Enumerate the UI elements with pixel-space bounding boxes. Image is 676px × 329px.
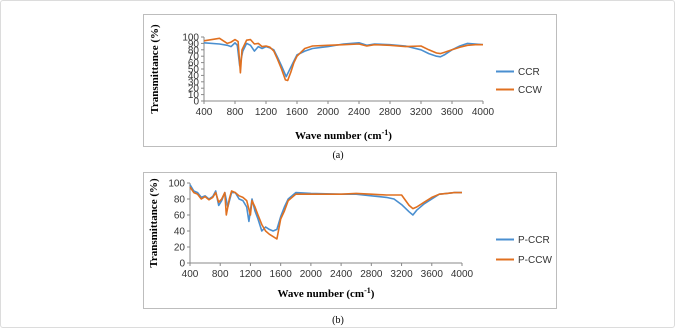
legend-label-ccw: CCW [518,85,542,96]
x-tick-label-b-2: 1200 [239,269,262,280]
x-tick-label-a-1: 800 [227,107,244,118]
x-tick-label-a-8: 3600 [441,107,464,118]
y-axis-title-a: Transmittance (%) [149,24,161,114]
x-axis-title-main-b: Wave number (cm [278,288,365,300]
series-line-p-ccw [189,186,462,240]
legend-label-p-ccw: P-CCW [518,255,552,266]
x-axis-title-end-b: ) [371,288,375,300]
y-tick-label-b-5: 100 [168,179,185,190]
series-line-ccr [203,42,484,78]
y-tick-label-b-1: 20 [174,243,186,254]
chart-panel-b: 0 20 40 60 80 100 400 800 1200 1600 2000 2400 2800 32… [143,172,557,309]
y-tick-label-b-4: 80 [174,195,186,206]
x-tick-label-a-6: 2800 [379,107,402,118]
x-tick-label-a-7: 3200 [410,107,433,118]
x-tick-label-b-8: 3600 [421,269,444,280]
series-line-ccw [203,37,483,82]
y-tick-label-a-0: 0 [193,97,199,108]
y-tick-label-a-1: 10 [188,90,200,101]
x-axis-title-end-a: ) [388,130,392,142]
x-tick-label-b-7: 3200 [390,269,413,280]
x-axis-title-main-a: Wave number (cm [295,130,382,142]
x-tick-label-b-4: 2000 [300,269,323,280]
y-tick-label-b-2: 40 [174,227,186,238]
x-axis-title-a: Wave number (cm-1) [295,128,392,142]
x-tick-label-a-2: 1200 [255,107,278,118]
y-tick-label-a-6: 60 [188,58,200,69]
x-tick-label-a-9: 4000 [472,107,495,118]
y-tick-label-b-3: 60 [174,211,186,222]
legend-label-ccr: CCR [518,67,540,78]
x-tick-label-b-0: 400 [182,269,199,280]
x-tick-label-a-5: 2400 [348,107,371,118]
y-tick-label-a-10: 100 [182,33,199,44]
chart-b-svg: 0 20 40 60 80 100 400 800 1200 1600 2000 2400 2800 32… [148,178,552,300]
x-axis-title-sup-a: -1 [382,128,389,137]
x-tick-label-b-5: 2400 [330,269,353,280]
chart-panel-a: 0 10 20 30 40 50 60 70 80 90 100 400 800 1200 1600 2000… [143,14,557,147]
x-axis-title-b: Wave number (cm-1) [278,286,375,300]
y-axis-title-b: Transmittance (%) [148,178,160,268]
x-tick-label-a-4: 2000 [317,107,340,118]
x-tick-label-b-9: 4000 [451,269,474,280]
x-axis-title-sup-b: -1 [364,286,371,295]
x-tick-label-b-6: 2800 [360,269,383,280]
y-tick-label-a-2: 20 [188,84,200,95]
x-tick-label-b-3: 1600 [270,269,293,280]
y-tick-label-b-0: 0 [179,259,185,270]
x-tick-label-a-0: 400 [196,107,213,118]
y-tick-label-a-8: 80 [188,45,200,56]
legend-label-p-ccr: P-CCR [518,235,550,246]
y-tick-label-a-3: 30 [188,77,200,88]
y-tick-label-a-7: 70 [188,52,200,63]
y-tick-label-a-9: 90 [188,39,200,50]
figure-caption-b: (b) [332,315,344,326]
figure-caption-a: (a) [332,150,344,161]
x-tick-label-b-1: 800 [212,269,229,280]
x-tick-label-a-3: 1600 [286,107,309,118]
y-tick-label-a-4: 40 [188,71,200,82]
y-tick-label-a-5: 50 [188,65,200,76]
